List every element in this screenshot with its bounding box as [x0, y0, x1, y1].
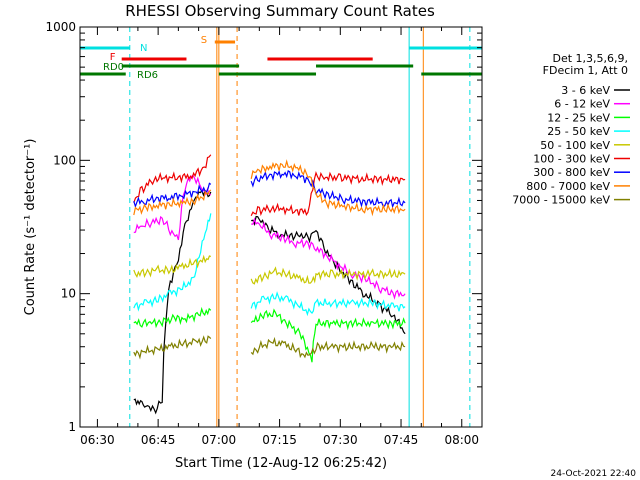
y-tick-label-3: 1000: [45, 20, 76, 34]
legend-label-0: 3 - 6 keV: [561, 84, 610, 97]
series-line-1-1: [251, 217, 406, 300]
legend-label-2: 12 - 25 keV: [547, 111, 610, 124]
series-line-4-1: [250, 266, 406, 285]
x-axis-label: Start Time (12-Aug-12 06:25:42): [175, 456, 387, 471]
series-line-3-0: [133, 213, 212, 312]
series-line-6-1: [250, 169, 406, 209]
series-line-2-0: [133, 306, 212, 329]
x-tick-label-1: 06:45: [141, 433, 176, 447]
legend-label-5: 100 - 300 keV: [533, 153, 610, 166]
series-line-7-1: [250, 159, 406, 217]
series-line-5-1: [250, 171, 406, 217]
x-tick-label-3: 07:15: [262, 433, 297, 447]
plot-frame: [79, 26, 483, 428]
legend-label-8: 7000 - 15000 keV: [512, 194, 610, 207]
series-line-7-0: [133, 189, 212, 216]
timestamp: 24-Oct-2021 22:40: [551, 469, 637, 479]
series-line-8-1: [250, 336, 406, 359]
flag-label-f: F: [110, 52, 116, 63]
x-tick-label-2: 07:00: [202, 433, 237, 447]
legend-label-7: 800 - 7000 keV: [526, 180, 610, 193]
y-tick-label-1: 10: [61, 287, 76, 301]
flag-label-rd0: RD0: [103, 62, 124, 73]
x-tick-label-4: 07:30: [323, 433, 358, 447]
flag-label-n: N: [140, 43, 147, 54]
legend: Det 1,3,5,6,9,FDecim 1, Att 0 3 - 6 keV6 …: [512, 52, 630, 207]
x-tick-label-0: 06:30: [80, 433, 115, 447]
legend-label-6: 300 - 800 keV: [533, 166, 610, 179]
series-line-6-0: [133, 182, 212, 209]
series-line-4-0: [133, 254, 212, 279]
series-line-2-1: [250, 308, 406, 363]
series-line-1-0: [133, 174, 212, 241]
legend-header-0: Det 1,3,5,6,9,: [552, 52, 628, 65]
y-tick-label-0: 1: [68, 420, 76, 434]
legend-label-3: 25 - 50 keV: [547, 125, 610, 138]
flag-label-rd6: RD6: [137, 70, 158, 81]
series-line-8-0: [133, 335, 212, 360]
legend-header-1: FDecim 1, Att 0: [543, 64, 628, 77]
flag-label-s: S: [201, 35, 207, 46]
legend-label-1: 6 - 12 keV: [554, 98, 610, 111]
y-axis-label: Count Rate (s⁻¹ detector⁻¹): [23, 139, 38, 316]
series-line-3-1: [250, 291, 406, 317]
y-tick-label-2: 100: [53, 153, 76, 167]
axes: 06:30 06:45 07:00 07:15 07:30 07:45 08:00 1 10 10…: [45, 20, 483, 447]
x-tick-label-5: 07:45: [384, 433, 419, 447]
chart-title: RHESSI Observing Summary Count Rates: [125, 2, 435, 20]
legend-label-4: 50 - 100 keV: [540, 139, 610, 152]
x-tick-label-6: 08:00: [444, 433, 479, 447]
series-line-5-0: [133, 154, 212, 203]
